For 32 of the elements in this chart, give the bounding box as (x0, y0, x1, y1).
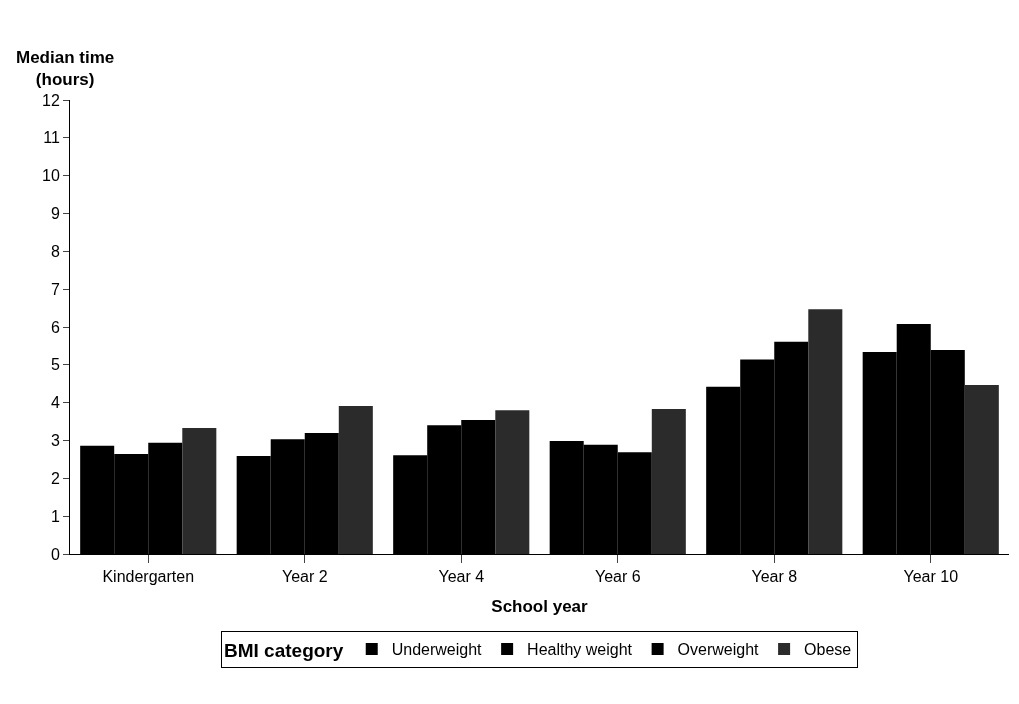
x-tick-label: Year 6 (594, 568, 641, 586)
legend-title: BMI category (224, 639, 344, 661)
bar (182, 428, 217, 554)
bar (651, 409, 686, 554)
x-tick-label: Year 8 (751, 568, 798, 586)
y-tick-label: 6 (50, 318, 60, 336)
y-tick-label: 3 (50, 432, 60, 450)
y-tick-label: 11 (43, 129, 60, 147)
y-axis-title: Median time (hours) (16, 48, 115, 90)
y-tick-label: 8 (50, 242, 60, 260)
legend-label: Healthy weight (527, 641, 633, 659)
x-axis-title: School year (491, 596, 589, 616)
legend-label: Overweight (677, 641, 760, 659)
legend-label: Obese (804, 641, 852, 659)
bar (964, 384, 999, 554)
y-tick-label: 9 (50, 205, 60, 223)
y-tick-label: 0 (50, 545, 60, 563)
y-tick-label: 4 (50, 394, 60, 412)
x-tick-label: Year 2 (281, 568, 328, 586)
y-tick-label: 10 (42, 167, 60, 185)
y-tick-label: 2 (50, 469, 60, 487)
y-tick-label: 1 (50, 507, 60, 525)
x-tick-label: Kindergarten (102, 568, 195, 586)
bar (495, 410, 530, 554)
y-tick-label: 12 (42, 91, 60, 109)
y-tick-label: 7 (50, 280, 60, 298)
legend-label: Underweight (391, 641, 483, 659)
y-tick-label: 5 (50, 356, 60, 374)
x-tick-label: Year 10 (903, 568, 959, 586)
x-tick-label: Year 4 (438, 568, 485, 586)
bar (808, 309, 843, 554)
bar (338, 406, 373, 554)
